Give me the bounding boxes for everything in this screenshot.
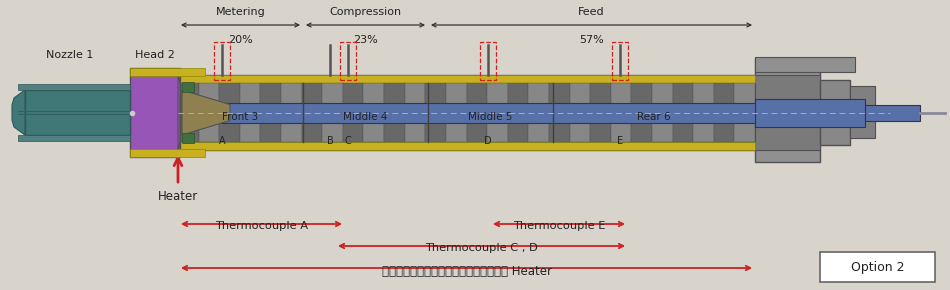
Bar (178, 75, 755, 150)
Text: B: B (327, 136, 333, 146)
Text: Feed: Feed (579, 7, 605, 17)
Bar (652, 83, 673, 142)
Text: D: D (484, 136, 492, 146)
Text: Thermocouple C , D: Thermocouple C , D (426, 243, 538, 253)
Text: Metering: Metering (216, 7, 265, 17)
Bar (507, 83, 528, 142)
Bar (528, 83, 549, 142)
Bar (178, 142, 755, 150)
Bar (446, 83, 466, 142)
Bar (214, 42, 230, 80)
Text: Front 3: Front 3 (222, 113, 258, 122)
Bar (820, 80, 850, 145)
Bar (281, 83, 302, 142)
Bar (182, 133, 194, 143)
Text: Nozzle 1: Nozzle 1 (47, 50, 94, 60)
Text: Middle 5: Middle 5 (468, 113, 513, 122)
Bar (340, 42, 356, 80)
Bar (487, 83, 507, 142)
Bar (302, 83, 322, 142)
Bar (130, 68, 180, 157)
Bar (25, 90, 130, 135)
Bar (188, 102, 755, 122)
Polygon shape (178, 73, 180, 152)
Bar (322, 83, 343, 142)
Bar (364, 83, 384, 142)
Text: Compression: Compression (330, 7, 402, 17)
Bar (850, 86, 875, 138)
Bar (590, 83, 611, 142)
Bar (755, 58, 820, 162)
Bar (570, 83, 590, 142)
Bar (612, 42, 628, 80)
Polygon shape (12, 90, 25, 135)
Bar (178, 75, 755, 83)
Bar (343, 83, 364, 142)
Text: E: E (617, 136, 623, 146)
Bar (466, 83, 487, 142)
Bar (182, 82, 194, 92)
Bar (384, 83, 405, 142)
Bar (18, 84, 130, 90)
Bar (755, 99, 865, 126)
Text: Heater: Heater (158, 190, 199, 203)
Bar (673, 83, 693, 142)
Bar (694, 83, 713, 142)
Bar (18, 135, 130, 141)
Text: C: C (345, 136, 352, 146)
Bar (178, 83, 199, 142)
Text: Middle 4: Middle 4 (343, 113, 388, 122)
Text: Thermocouple E: Thermocouple E (513, 221, 605, 231)
Bar (549, 83, 570, 142)
Text: A: A (218, 136, 225, 146)
Text: พื้นที่ให้ความร้อน Heater: พื้นที่ให้ความร้อน Heater (382, 265, 552, 278)
Bar (426, 83, 446, 142)
Text: Head 2: Head 2 (135, 50, 175, 60)
Bar (820, 252, 935, 282)
Bar (480, 42, 496, 80)
Bar (405, 83, 426, 142)
Bar (734, 83, 755, 142)
Polygon shape (182, 90, 230, 135)
Bar (865, 104, 920, 121)
Bar (130, 68, 205, 76)
Text: 20%: 20% (228, 35, 253, 45)
Text: 57%: 57% (580, 35, 604, 45)
Bar (755, 75, 820, 150)
Bar (611, 83, 632, 142)
Bar (260, 83, 281, 142)
Bar (632, 83, 652, 142)
Bar (199, 83, 219, 142)
Bar (239, 83, 260, 142)
Text: Rear 6: Rear 6 (637, 113, 671, 122)
Text: Option 2: Option 2 (851, 260, 904, 273)
Bar (219, 83, 239, 142)
Text: Thermocouple A: Thermocouple A (215, 221, 308, 231)
Bar (130, 149, 205, 157)
Bar (713, 83, 734, 142)
Text: 23%: 23% (353, 35, 378, 45)
Bar (755, 57, 855, 72)
